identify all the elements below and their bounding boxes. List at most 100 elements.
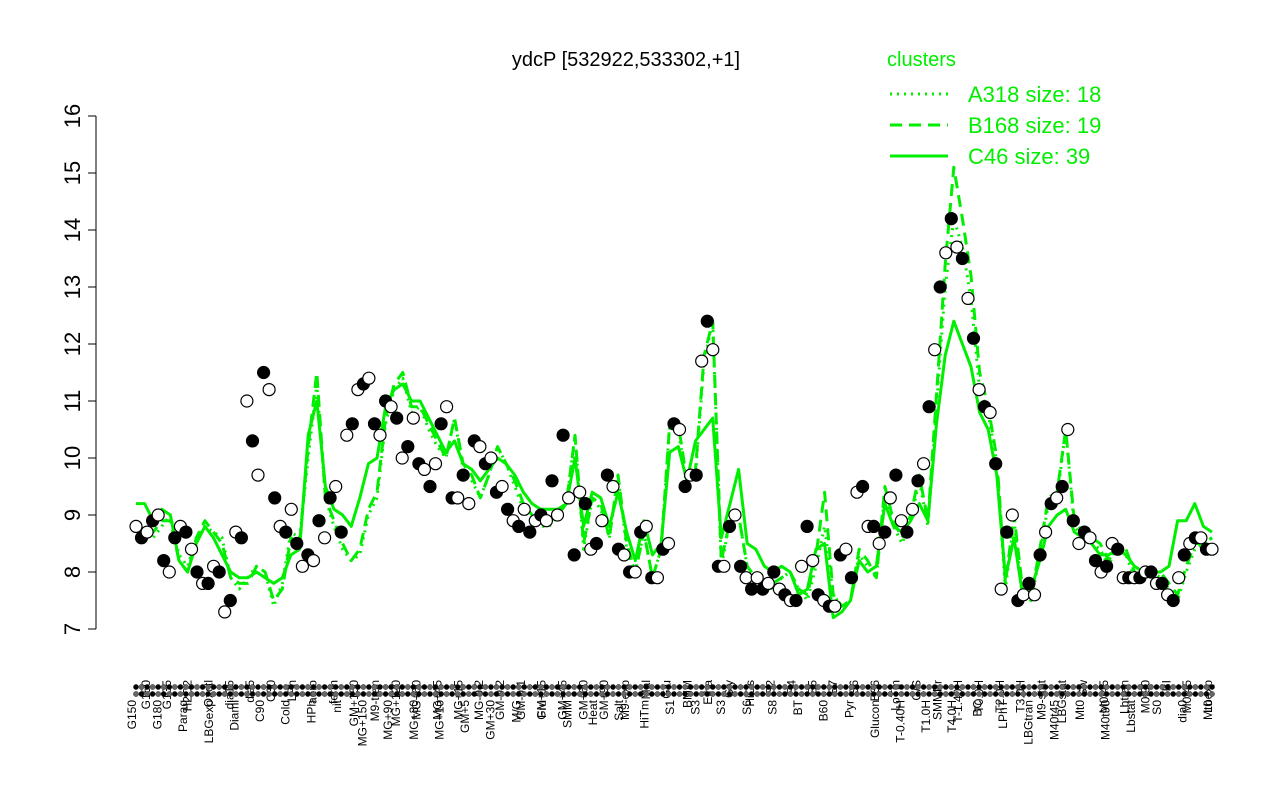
y-tick-label: 9: [60, 509, 85, 521]
rug-marker: [676, 684, 683, 690]
data-point: [456, 468, 470, 482]
rug-marker: [837, 684, 844, 690]
data-point: [234, 531, 248, 545]
rug-marker: [621, 684, 627, 690]
rug-marker: [138, 691, 145, 697]
rug-marker: [931, 684, 938, 690]
x-tick-label: Mt0: [1201, 700, 1215, 720]
data-point: [950, 240, 964, 254]
rug-marker: [621, 691, 627, 697]
rug-marker: [1015, 691, 1021, 697]
x-tick-label: dia5: [243, 680, 257, 703]
rug-marker: [959, 684, 966, 690]
rug-marker: [770, 684, 777, 690]
rug-marker: [798, 691, 805, 697]
rug-marker: [709, 691, 716, 697]
rug-marker: [299, 684, 306, 690]
rug-marker: [499, 684, 505, 690]
rug-marker: [876, 691, 883, 697]
rug-marker: [881, 691, 888, 697]
rug-marker: [255, 691, 261, 697]
rug-marker: [266, 691, 272, 697]
rug-marker: [1092, 691, 1099, 697]
rug-marker: [388, 684, 394, 690]
rug-marker: [1131, 684, 1138, 690]
data-point: [268, 491, 282, 505]
legend-label: C46 size: 39: [968, 144, 1090, 169]
rug-marker: [293, 684, 300, 690]
rug-marker: [604, 691, 611, 697]
rug-marker: [399, 691, 406, 697]
data-point: [972, 383, 986, 397]
data-point: [700, 314, 714, 328]
rug-marker: [177, 691, 184, 697]
rug-marker: [637, 684, 644, 690]
rug-marker: [1142, 684, 1149, 690]
x-tick-label: G/S: [910, 680, 924, 701]
rug-marker: [737, 691, 744, 697]
rug-marker: [1003, 691, 1010, 697]
rug-marker: [1153, 684, 1160, 690]
data-point: [1088, 553, 1103, 568]
rug-marker: [549, 691, 555, 697]
rug-marker: [1131, 691, 1138, 697]
rug-marker: [288, 691, 295, 697]
rug-marker: [909, 691, 916, 697]
rug-marker: [1026, 691, 1032, 697]
data-point: [1172, 571, 1186, 585]
data-point: [484, 451, 498, 465]
data-point: [872, 536, 886, 551]
rug-marker: [399, 684, 406, 690]
rug-marker: [743, 691, 749, 697]
data-point: [600, 468, 615, 482]
rug-marker: [715, 684, 722, 690]
rug-marker: [965, 691, 971, 697]
rug-marker: [560, 691, 566, 697]
rug-marker: [554, 684, 561, 690]
data-point: [423, 479, 437, 494]
rug-marker: [1209, 691, 1215, 697]
rug-marker: [1064, 691, 1071, 697]
rug-marker: [942, 684, 949, 690]
rug-marker: [1098, 684, 1104, 690]
data-point: [1022, 576, 1036, 591]
data-point: [1061, 422, 1075, 437]
x-tick-label: Lbstat: [1124, 699, 1138, 732]
rug-marker: [643, 684, 650, 690]
rug-marker: [865, 684, 871, 690]
rug-marker: [355, 691, 361, 697]
data-point: [855, 479, 870, 494]
rug-marker: [327, 691, 333, 697]
rug-marker: [1209, 684, 1215, 690]
rug-marker: [199, 691, 206, 697]
rug-marker: [238, 691, 245, 697]
x-tick-label: nit: [330, 699, 344, 712]
data-point: [184, 542, 199, 556]
rug-marker: [593, 684, 600, 690]
rug-marker: [1181, 691, 1188, 697]
rug-marker: [310, 684, 317, 690]
rug-marker: [366, 691, 372, 697]
data-point: [1205, 542, 1219, 556]
chart-title: ydcP [532922,533302,+1]: [512, 49, 740, 71]
rug-marker: [1059, 691, 1066, 697]
rug-marker: [726, 684, 733, 690]
y-tick-label: 13: [60, 275, 85, 299]
data-point: [523, 525, 537, 539]
data-point: [606, 479, 620, 494]
data-point: [501, 502, 515, 516]
rug-marker: [604, 684, 611, 690]
data-point: [628, 565, 642, 579]
x-tick-label: MG+150: [356, 700, 370, 747]
series-line-3: [136, 319, 1213, 620]
x-tick-label: LBGstat: [1055, 679, 1069, 723]
rug-marker: [227, 691, 234, 697]
rug-marker: [249, 691, 256, 697]
rug-marker: [488, 691, 494, 697]
rug-marker: [282, 684, 289, 690]
rug-marker: [188, 691, 195, 697]
rug-marker: [216, 691, 223, 697]
rug-marker: [1192, 684, 1199, 690]
data-point: [1083, 531, 1097, 545]
rug-marker: [754, 691, 761, 697]
